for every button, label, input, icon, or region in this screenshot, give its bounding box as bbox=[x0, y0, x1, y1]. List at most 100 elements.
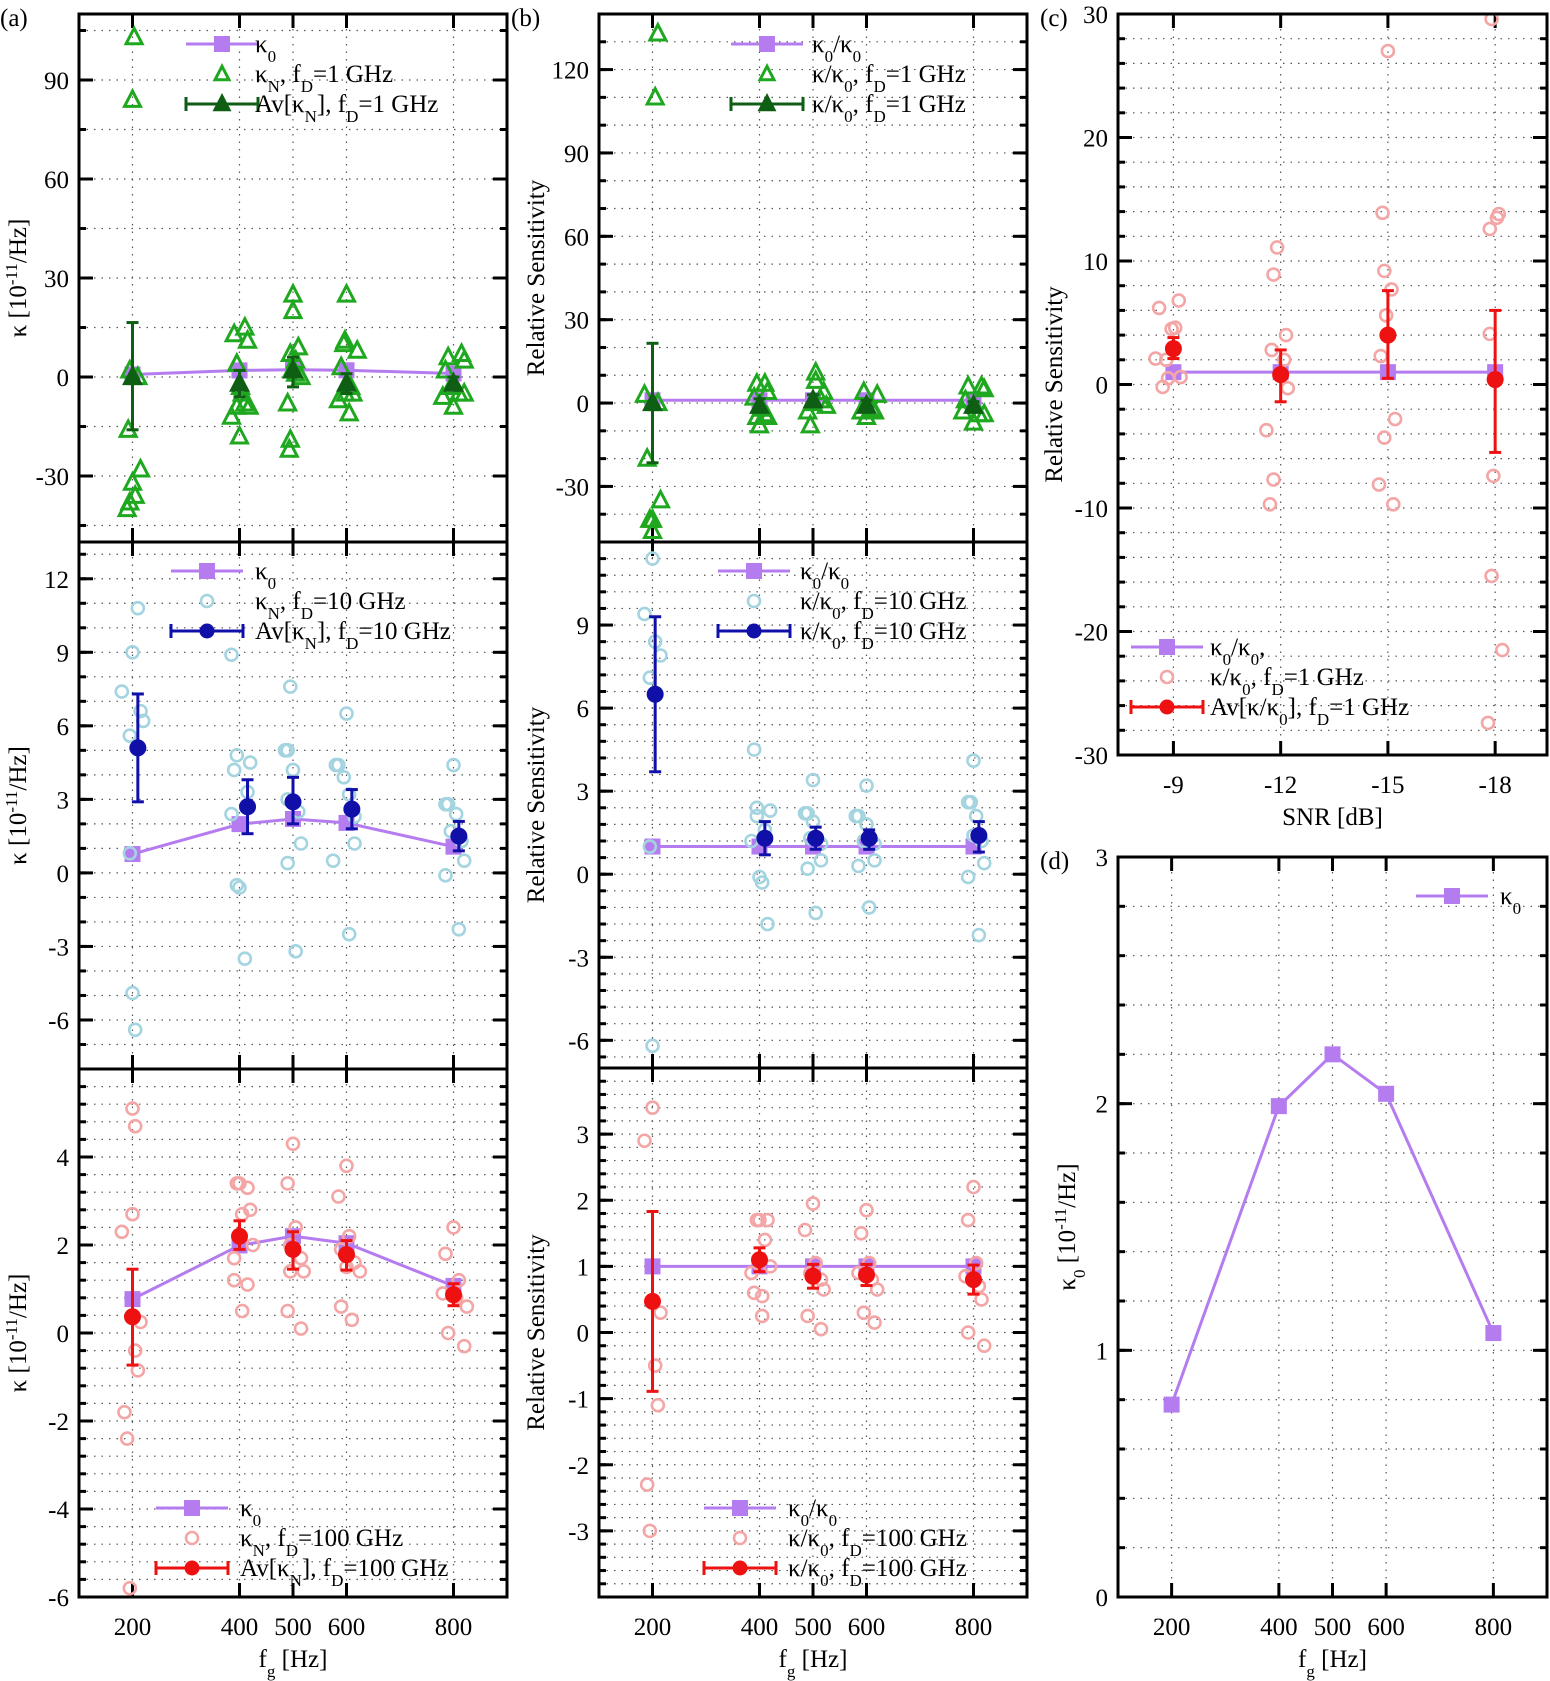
avg-marker bbox=[284, 1240, 302, 1258]
scatter-circle bbox=[642, 1523, 658, 1539]
avg-marker bbox=[970, 826, 988, 844]
plot-area bbox=[634, 21, 995, 539]
scatter-triangle bbox=[453, 381, 475, 402]
scatter-circle bbox=[859, 778, 874, 793]
scatter-circle bbox=[851, 808, 866, 824]
scatter-circle bbox=[752, 1212, 767, 1228]
scatter-circle bbox=[966, 753, 981, 769]
scatter-circle bbox=[1280, 380, 1296, 396]
scatter-circle bbox=[966, 1179, 981, 1195]
y-tick-label: 0 bbox=[57, 1321, 70, 1348]
scatter-circle bbox=[800, 1308, 815, 1324]
scatter-triangle bbox=[278, 437, 300, 458]
plot-area bbox=[114, 1101, 475, 1596]
scatter-triangle bbox=[334, 328, 356, 349]
scatter-circle bbox=[280, 1176, 295, 1191]
panel-b-bottom: 200 400 500 600 800 -3 -2 -1 0 1 2 3 Relative Sensit… bbox=[523, 1066, 1029, 1681]
scatter-circle bbox=[1371, 477, 1387, 492]
y-axis-label: Relative Sensitivity bbox=[523, 179, 550, 376]
scatter-circle bbox=[859, 1202, 874, 1218]
scatter-circle bbox=[344, 1312, 360, 1328]
scatter-triangle bbox=[805, 360, 827, 381]
y-tick-label: 30 bbox=[44, 266, 69, 293]
legend-marker-square bbox=[759, 36, 775, 52]
scatter-circle bbox=[1486, 468, 1501, 484]
scatter-circle bbox=[1377, 430, 1392, 445]
y-tick-label: -2 bbox=[48, 1409, 69, 1436]
scatter-circle bbox=[339, 706, 354, 721]
x-tick-label: 800 bbox=[1475, 1614, 1513, 1641]
scatter-circle bbox=[760, 1212, 775, 1228]
panel-label: (a) bbox=[0, 5, 28, 32]
avg-marker bbox=[1164, 340, 1182, 358]
y-tick-label: 3 bbox=[1096, 845, 1109, 872]
y-axis-label: κ [10-11/Hz] bbox=[2, 746, 33, 865]
scatter-circle bbox=[754, 1288, 770, 1304]
scatter-circle bbox=[293, 836, 309, 851]
scatter-circle bbox=[293, 1321, 309, 1336]
scatter-circle bbox=[280, 1303, 295, 1319]
scatter-circle bbox=[325, 853, 341, 868]
scatter-circle bbox=[280, 855, 295, 871]
scatter-circle bbox=[336, 770, 352, 785]
plot-frame bbox=[1116, 855, 1549, 1599]
scatter-circle bbox=[339, 1158, 354, 1174]
scatter-circle bbox=[867, 853, 882, 868]
avg-marker bbox=[646, 685, 664, 703]
legend-marker-square bbox=[199, 563, 215, 579]
avg-marker bbox=[963, 393, 984, 414]
scatter-circle bbox=[245, 1237, 261, 1253]
scatter-circle bbox=[456, 853, 472, 868]
avg-marker bbox=[239, 798, 257, 816]
y-tick-label: 9 bbox=[577, 613, 590, 640]
scatter-circle bbox=[867, 1315, 882, 1330]
scatter-circle bbox=[1278, 327, 1294, 343]
x-tick-label: 500 bbox=[1314, 1614, 1352, 1641]
scatter-circle bbox=[1155, 379, 1170, 395]
scatter-circle bbox=[234, 1303, 250, 1319]
k0-marker bbox=[1324, 1046, 1341, 1063]
legend-marker-square bbox=[746, 563, 762, 579]
x-tick-label: 400 bbox=[741, 1614, 779, 1641]
scatter-triangle bbox=[647, 21, 669, 42]
scatter-triangle bbox=[338, 401, 360, 422]
scatter-circle bbox=[1266, 472, 1281, 487]
scatter-triangle bbox=[336, 282, 357, 303]
avg-marker bbox=[965, 1271, 982, 1289]
scatter-circle bbox=[754, 1308, 770, 1324]
plot-area bbox=[116, 25, 475, 518]
panel-label: (d) bbox=[1040, 848, 1069, 875]
scatter-circle bbox=[438, 1246, 453, 1262]
scatter-circle bbox=[440, 796, 456, 812]
scatter-circle bbox=[647, 1358, 663, 1373]
x-axis-label: fg [Hz] bbox=[779, 1646, 848, 1681]
scatter-triangle bbox=[866, 382, 888, 403]
legend: κ0 bbox=[1416, 883, 1521, 918]
scatter-circle bbox=[114, 684, 130, 699]
scatter-circle bbox=[1378, 308, 1394, 323]
y-axis-label: Relative Sensitivity bbox=[1041, 286, 1068, 483]
y-tick-label: 30 bbox=[1083, 2, 1108, 29]
y-tick-label: -30 bbox=[36, 464, 69, 491]
scatter-triangle bbox=[346, 338, 368, 359]
avg-marker bbox=[445, 1286, 462, 1304]
x-tick-label: 200 bbox=[1153, 1614, 1191, 1641]
scatter-circle bbox=[122, 728, 138, 743]
scatter-circle bbox=[133, 703, 148, 719]
scatter-circle bbox=[341, 926, 357, 942]
x-tick-label: 600 bbox=[848, 1614, 886, 1641]
scatter-circle bbox=[639, 1477, 655, 1492]
scatter-circle bbox=[808, 905, 823, 921]
avg-marker bbox=[129, 739, 147, 757]
x-axis-label: SNR [dB] bbox=[1282, 804, 1383, 831]
legend-marker-circle bbox=[732, 1530, 748, 1546]
scatter-circle bbox=[1495, 642, 1510, 658]
scatter-circle bbox=[125, 1101, 140, 1116]
scatter-circle bbox=[869, 1282, 885, 1297]
scatter-circle bbox=[440, 1325, 456, 1341]
k0-marker bbox=[1270, 1098, 1287, 1115]
avg-marker bbox=[122, 364, 143, 386]
